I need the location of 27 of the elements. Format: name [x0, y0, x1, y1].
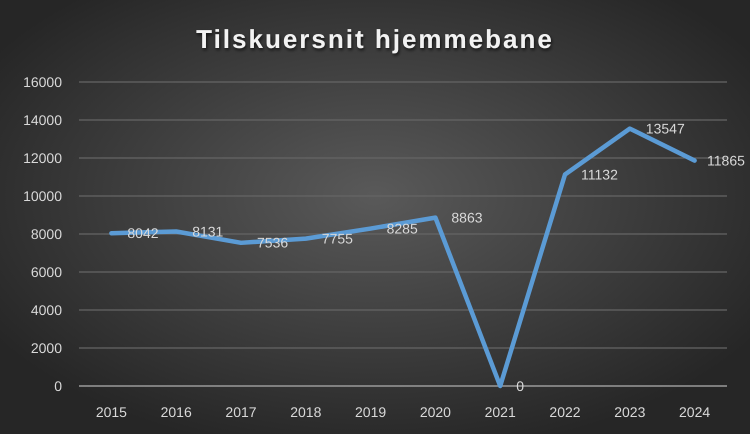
data-label: 7755	[322, 230, 354, 247]
x-tick-label: 2021	[484, 404, 516, 420]
y-tick-label: 4000	[30, 302, 62, 318]
x-tick-label: 2019	[355, 404, 386, 420]
y-tick-label: 8000	[30, 226, 62, 242]
chart-title: Tilskuersnit hjemmebane	[196, 24, 554, 54]
x-tick-label: 2020	[420, 404, 452, 420]
x-tick-label: 2022	[549, 404, 581, 420]
data-label: 8863	[451, 210, 483, 226]
x-tick-label: 2018	[290, 404, 322, 420]
x-tick-label: 2017	[225, 404, 257, 420]
data-label: 8131	[192, 223, 224, 240]
x-tick-label: 2023	[614, 404, 646, 420]
x-tick-label: 2016	[160, 404, 192, 420]
y-tick-label: 10000	[23, 188, 62, 204]
y-tick-label: 12000	[23, 150, 62, 166]
data-label: 8285	[386, 220, 418, 236]
x-tick-label: 2024	[679, 404, 710, 420]
data-label: 11132	[581, 166, 618, 182]
y-tick-label: 16000	[23, 74, 62, 90]
data-label: 11865	[707, 152, 746, 168]
y-tick-label: 6000	[30, 264, 62, 280]
data-label: 13547	[646, 120, 685, 137]
y-tick-label: 14000	[23, 112, 62, 128]
y-tick-label: 2000	[30, 340, 62, 356]
x-tick-label: 2015	[96, 404, 128, 420]
y-tick-label: 0	[54, 378, 62, 394]
